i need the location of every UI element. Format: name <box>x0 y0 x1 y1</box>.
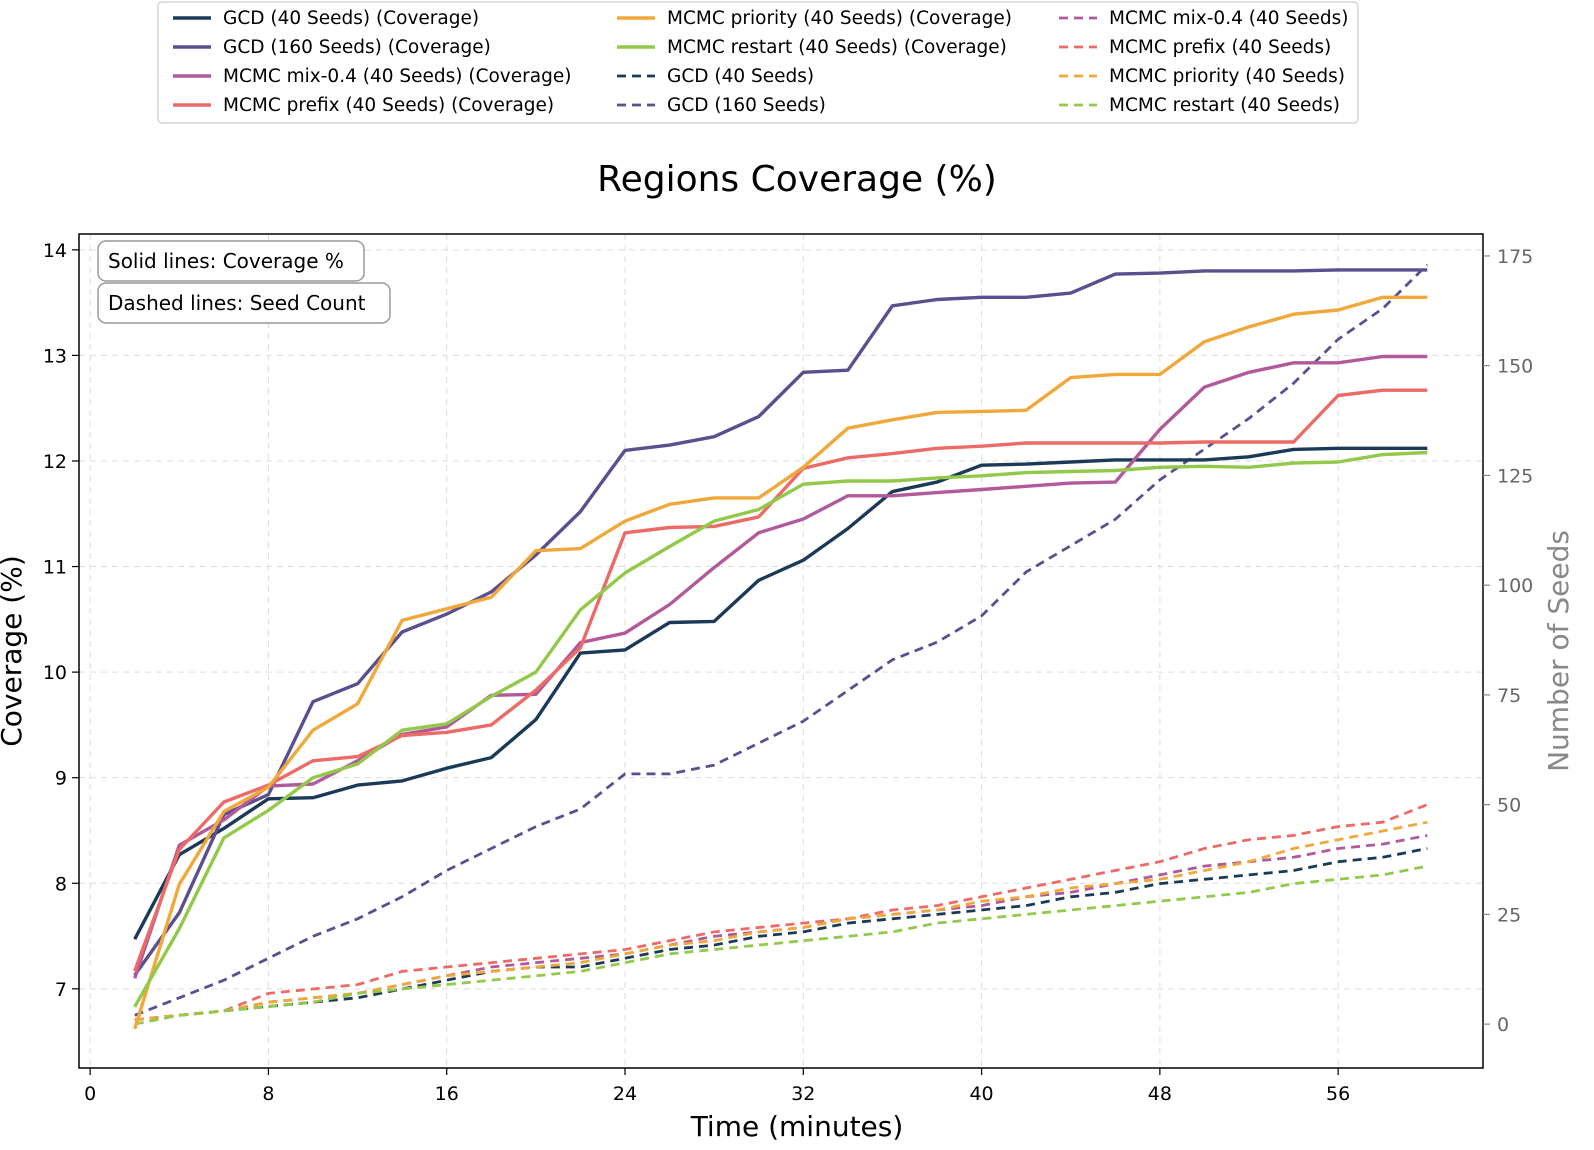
y-tick-label: 8 <box>55 873 67 895</box>
seed-series-line <box>134 803 1428 1022</box>
legend-label: GCD (40 Seeds) (Coverage) <box>223 8 479 29</box>
y-tick-label: 13 <box>43 345 67 367</box>
grid <box>79 234 1483 1068</box>
coverage-series-line <box>133 388 1428 972</box>
annotation-solid-text: Solid lines: Coverage % <box>108 249 344 273</box>
y-tick-label: 10 <box>43 662 67 684</box>
plot-frame <box>78 233 1484 1069</box>
y-tick-label: 12 <box>43 451 67 473</box>
x-tick-label: 8 <box>262 1083 274 1105</box>
x-tick-label: 40 <box>969 1083 993 1105</box>
seed-series-line <box>134 263 1429 1017</box>
legend: GCD (40 Seeds) (Coverage) GCD (160 Seeds)… <box>157 1 1359 124</box>
legend-label: GCD (40 Seeds) <box>667 66 814 87</box>
coverage-series-line <box>133 450 1428 1008</box>
coverage-series-line <box>133 354 1428 979</box>
y-tick-label: 9 <box>55 768 67 790</box>
x-tick-label: 48 <box>1148 1083 1172 1105</box>
y2-tick-label: 0 <box>1497 1014 1509 1036</box>
axes: 0 8 16 24 32 40 48 56 7 8 9 10 11 12 13 14 0 25 50 75 100 125… <box>43 240 1533 1105</box>
coverage-series-line <box>133 268 1428 977</box>
legend-label: MCMC prefix (40 Seeds) <box>1109 37 1331 58</box>
annotation-seeds: Dashed lines: Seed Count <box>97 282 391 324</box>
x-tick-label: 24 <box>613 1083 637 1105</box>
y-tick-label: 11 <box>43 557 67 579</box>
legend-label: MCMC prefix (40 Seeds) (Coverage) <box>223 95 554 116</box>
y-tick-label: 7 <box>55 979 67 1001</box>
legend-label: MCMC restart (40 Seeds) (Coverage) <box>667 37 1007 58</box>
annotation-dashed-text: Dashed lines: Seed Count <box>108 291 366 315</box>
seed-series-line <box>134 834 1428 1022</box>
y2-tick-label: 25 <box>1497 904 1521 926</box>
x-tick-label: 32 <box>791 1083 815 1105</box>
legend-label: MCMC mix-0.4 (40 Seeds) <box>1109 8 1348 29</box>
y2-tick-label: 75 <box>1497 685 1521 707</box>
coverage-series-line <box>133 446 1428 940</box>
x-tick-label: 0 <box>84 1083 96 1105</box>
legend-label: GCD (160 Seeds) (Coverage) <box>223 37 491 58</box>
y2-tick-label: 175 <box>1497 246 1533 268</box>
y2-tick-label: 150 <box>1497 356 1533 378</box>
legend-label: MCMC mix-0.4 (40 Seeds) (Coverage) <box>223 66 571 87</box>
legend-label: MCMC priority (40 Seeds) <box>1109 66 1345 87</box>
x-axis-label: Time (minutes) <box>690 1110 904 1143</box>
y2-tick-label: 125 <box>1497 465 1533 487</box>
legend-label: GCD (160 Seeds) <box>667 95 826 116</box>
y2-tick-label: 100 <box>1497 575 1533 597</box>
chart-title: Regions Coverage (%) <box>597 159 997 200</box>
x-tick-label: 56 <box>1326 1083 1350 1105</box>
seed-series-line <box>134 847 1428 1022</box>
x-tick-label: 16 <box>435 1083 459 1105</box>
y-axis-label: Coverage (%) <box>0 555 28 747</box>
y2-axis-label: Number of Seeds <box>1542 530 1575 772</box>
y2-tick-label: 50 <box>1497 795 1521 817</box>
annotation-coverage: Solid lines: Coverage % <box>97 240 365 282</box>
legend-label: MCMC restart (40 Seeds) <box>1109 95 1340 116</box>
seed-series-line <box>134 820 1428 1022</box>
plot-lines <box>133 263 1429 1030</box>
seed-series-line <box>134 864 1428 1026</box>
coverage-series-line <box>133 295 1428 1030</box>
legend-box <box>157 1 1359 124</box>
legend-label: MCMC priority (40 Seeds) (Coverage) <box>667 8 1012 29</box>
y-tick-label: 14 <box>43 240 67 262</box>
